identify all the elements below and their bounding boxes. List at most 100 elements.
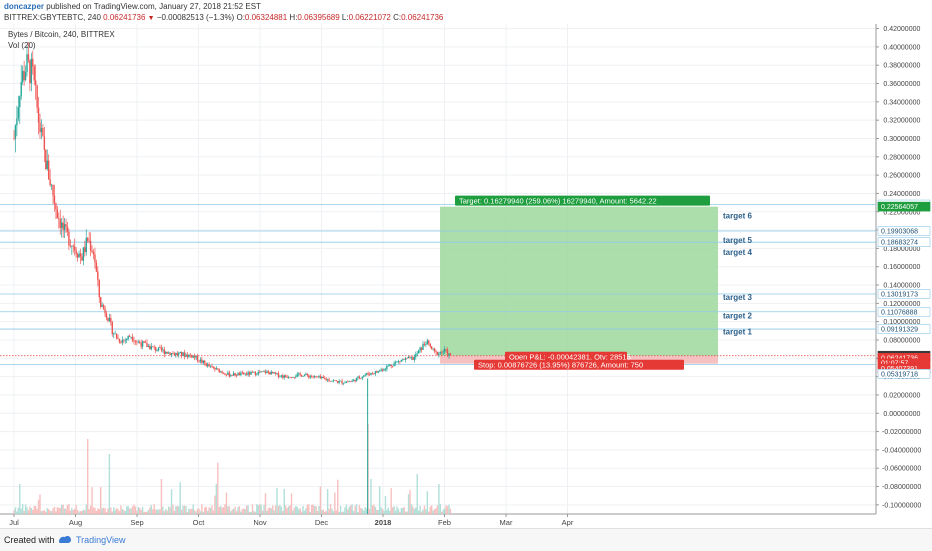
volume-bar [300, 511, 303, 514]
candle-body [230, 375, 232, 377]
volume-bar [144, 511, 147, 514]
volume-bar [308, 504, 310, 514]
candle-body [157, 347, 160, 351]
price-axis[interactable]: 0.42000000 0.40000000 0.38000000 0.36000… [876, 24, 932, 514]
candle-body [331, 381, 333, 382]
candle-body [237, 373, 239, 376]
candle-body [56, 209, 59, 219]
price-chart[interactable]: target 6 target 5 target 4 target 3 target 2… [0, 24, 932, 528]
volume-bar [237, 507, 239, 514]
candle-body [263, 371, 265, 372]
candle-body [354, 379, 356, 382]
candle-body [66, 226, 69, 232]
volume-bar [172, 504, 174, 514]
candle-body [40, 127, 43, 133]
volume-bar [433, 509, 436, 514]
volume-bar [32, 509, 34, 514]
candle-body [315, 375, 317, 377]
author-link[interactable]: doncazper [4, 2, 45, 11]
candle-body [217, 368, 219, 370]
volume-bar [289, 505, 291, 514]
volume-bar [195, 511, 197, 514]
volume-bar [283, 488, 285, 514]
volume-bar [219, 505, 222, 514]
time-axis[interactable]: Jul Aug Sep Oct Nov Dec 2018 Feb Mar Apr [9, 514, 574, 527]
volume-bar [133, 504, 135, 514]
volume-bar [111, 511, 113, 514]
target-info-box [455, 195, 710, 206]
volume-bar [400, 508, 403, 514]
price-axis-bg [877, 24, 932, 514]
candle-body [407, 356, 410, 359]
candle-body [141, 341, 144, 347]
candle-body [26, 54, 28, 73]
candle-body [383, 369, 385, 371]
candle-body [311, 376, 313, 377]
candle-body [251, 371, 254, 373]
volume-bar [128, 508, 131, 514]
volume-bar [423, 505, 426, 514]
candle-body [69, 245, 72, 247]
volume-bar [215, 484, 218, 514]
price-tick-label: -0.06000000 [882, 466, 921, 473]
candle-body [269, 372, 271, 375]
volume-bar [430, 505, 433, 514]
candle-body [221, 371, 223, 373]
series-title: Bytes / Bitcoin, 240, BITTREX [8, 30, 115, 39]
candle-body [36, 85, 38, 108]
volume-bar [92, 507, 95, 514]
price-tick-label: 0.26000000 [882, 173, 920, 180]
candle-body [205, 363, 207, 367]
price-label: 0.22564057 [881, 204, 918, 211]
volume-bar [75, 504, 77, 514]
candle-body [204, 360, 206, 364]
volume-bar [13, 510, 15, 514]
candle-body [140, 343, 142, 347]
volume-bar [199, 511, 202, 514]
volume-bar [58, 507, 60, 514]
pnl-info-box [505, 351, 627, 362]
candle-body [280, 375, 283, 377]
candle-body [347, 381, 349, 383]
volume-bar [204, 507, 206, 514]
candle-body [222, 372, 225, 374]
volume-bar [140, 510, 142, 514]
candle-body [227, 372, 229, 375]
candle-body [342, 383, 345, 384]
candle-body [71, 245, 73, 247]
candle-body [52, 184, 54, 196]
candle-body [16, 118, 18, 126]
candle-body [422, 343, 424, 350]
candle-body [98, 279, 100, 298]
candle-body [169, 352, 171, 356]
candle-body [183, 352, 186, 357]
volume-bar [120, 505, 122, 514]
candle-body [413, 357, 416, 360]
candle-body [87, 237, 89, 241]
candle-body [21, 70, 24, 82]
volume-bar [306, 504, 309, 514]
candle-body [370, 372, 372, 375]
time-tick-label: Feb [438, 518, 451, 527]
candle-body [289, 377, 291, 379]
volume-bar [211, 505, 213, 514]
candle-body [189, 354, 192, 356]
volume-bar [139, 507, 141, 514]
volume-bar [329, 504, 332, 514]
tradingview-link[interactable]: TradingView [76, 535, 126, 545]
candle-body [114, 333, 116, 335]
candle-body [344, 382, 346, 384]
candle-body [65, 224, 67, 227]
candle-body [329, 381, 332, 382]
candle-body [332, 380, 335, 382]
volume-bar [345, 504, 348, 514]
volume-bar [217, 462, 219, 514]
created-with-label: Created with [4, 535, 55, 545]
volume-bar [328, 508, 330, 514]
volume-bar [325, 510, 327, 514]
volume-bar [87, 439, 89, 514]
volume-bar [159, 509, 161, 514]
candle-body [76, 254, 79, 258]
price-tick-label: 0.10000000 [882, 319, 920, 326]
price-tick-label: 0.02000000 [882, 392, 920, 399]
